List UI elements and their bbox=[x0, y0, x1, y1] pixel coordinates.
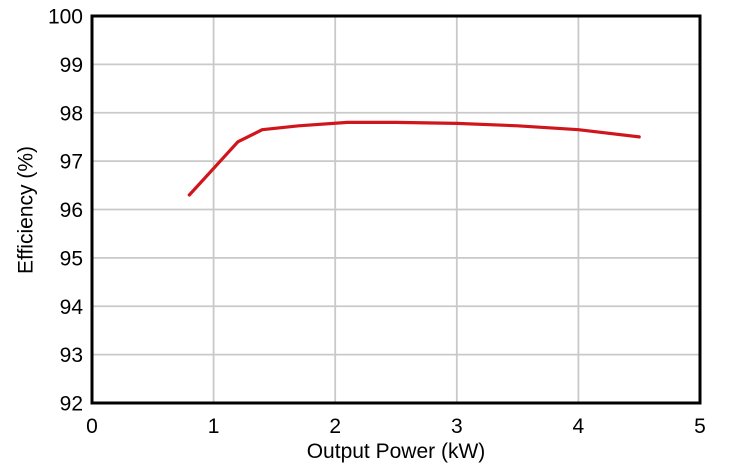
y-tick-label: 93 bbox=[60, 344, 83, 367]
x-tick-label: 0 bbox=[86, 415, 98, 438]
y-tick-label: 97 bbox=[60, 151, 83, 174]
x-tick-label: 2 bbox=[329, 415, 341, 438]
efficiency-curve bbox=[187, 120, 641, 197]
x-tick-label: 5 bbox=[694, 415, 706, 438]
y-tick-label: 96 bbox=[60, 199, 83, 222]
y-tick-label: 99 bbox=[60, 54, 83, 77]
x-tick-label: 4 bbox=[573, 415, 585, 438]
y-tick-label: 95 bbox=[60, 247, 83, 270]
x-axis-title: Output Power (kW) bbox=[306, 440, 486, 463]
y-tick-label: 98 bbox=[60, 102, 83, 125]
y-tick-label: 94 bbox=[60, 296, 84, 319]
y-tick-label: 100 bbox=[48, 6, 83, 29]
y-axis-title: Efficiency (%) bbox=[14, 146, 38, 274]
x-tick-label: 1 bbox=[208, 415, 220, 438]
plot-frame bbox=[90, 14, 702, 405]
x-tick-label: 3 bbox=[451, 415, 463, 438]
y-tick-label: 92 bbox=[60, 393, 83, 416]
